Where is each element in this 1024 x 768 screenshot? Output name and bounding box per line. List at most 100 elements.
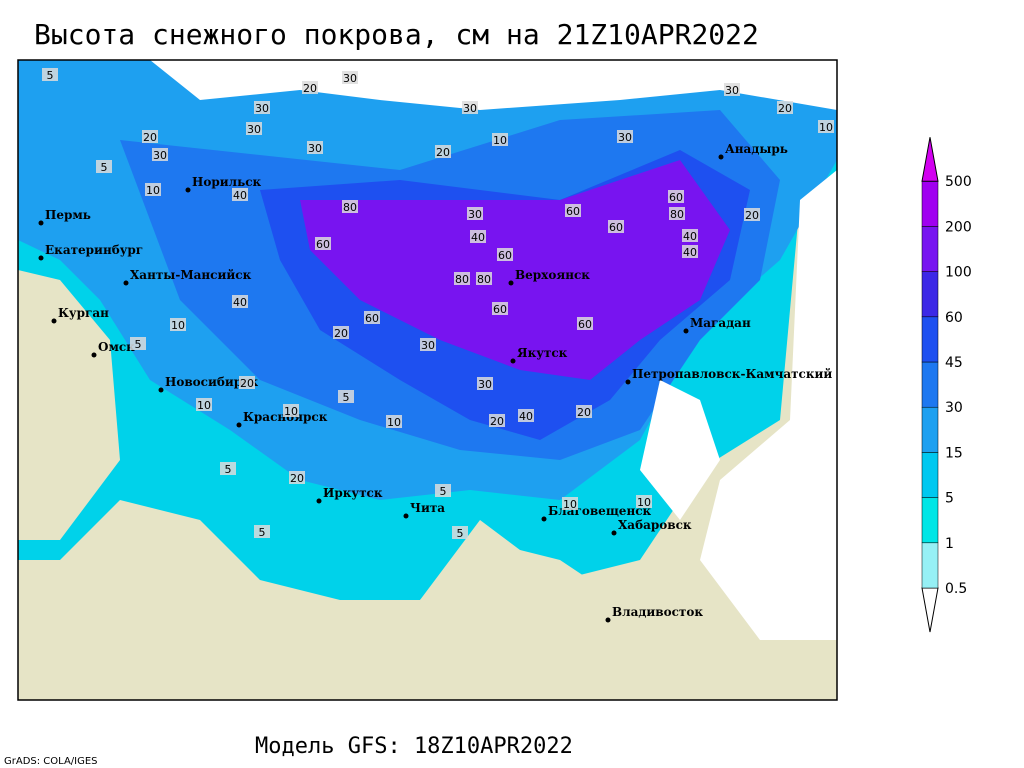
legend-label: 60 bbox=[945, 310, 963, 326]
city-dot bbox=[508, 280, 514, 286]
city-label: Магадан bbox=[690, 316, 751, 330]
city-label: Пермь bbox=[45, 208, 91, 222]
city-label: Омск bbox=[98, 340, 135, 354]
contour-label: 80 bbox=[455, 273, 469, 286]
contour-label-bg bbox=[470, 230, 486, 243]
contour-label: 80 bbox=[477, 273, 491, 286]
contour-label: 30 bbox=[421, 339, 435, 352]
contour-label: 30 bbox=[463, 102, 477, 115]
city-label: Верхоянск bbox=[515, 268, 590, 282]
city-label: Хабаровск bbox=[618, 518, 692, 532]
contour-label-bg bbox=[608, 220, 624, 233]
contour-label-bg bbox=[668, 190, 684, 203]
contour-label: 60 bbox=[365, 312, 379, 325]
contour-label-bg bbox=[220, 462, 236, 475]
contour-label-bg bbox=[42, 68, 58, 81]
contour-label: 60 bbox=[609, 221, 623, 234]
contour-label-bg bbox=[315, 237, 331, 250]
city-dot bbox=[718, 154, 724, 160]
contour-label-bg bbox=[462, 101, 478, 114]
contour-label: 5 bbox=[259, 526, 266, 539]
city-label: Норильск bbox=[192, 175, 262, 189]
contour-label: 20 bbox=[303, 82, 317, 95]
city-dot bbox=[38, 255, 44, 261]
contour-label: 20 bbox=[436, 146, 450, 159]
contour-label: 60 bbox=[316, 238, 330, 251]
legend-swatch bbox=[921, 361, 939, 408]
contour-label: 20 bbox=[143, 131, 157, 144]
city-dot bbox=[51, 318, 57, 324]
city-dot bbox=[683, 328, 689, 334]
map bbox=[18, 60, 837, 700]
city-dot bbox=[236, 422, 242, 428]
contour-label: 30 bbox=[478, 378, 492, 391]
contour-label-bg bbox=[562, 497, 578, 510]
contour-label-bg bbox=[152, 148, 168, 161]
contour-label: 20 bbox=[334, 327, 348, 340]
contour-label: 30 bbox=[308, 142, 322, 155]
contour-label: 10 bbox=[819, 121, 833, 134]
contour-label: 30 bbox=[247, 123, 261, 136]
legend-swatch bbox=[921, 271, 939, 318]
legend-label: 0.5 bbox=[945, 581, 967, 597]
contour-label-bg bbox=[565, 204, 581, 217]
model: Модель GFS: 18Z10APR2022 bbox=[255, 734, 573, 759]
contour-label-bg bbox=[577, 317, 593, 330]
contour-label-bg bbox=[145, 183, 161, 196]
contour-label-bg bbox=[492, 302, 508, 315]
contour-label: 60 bbox=[669, 191, 683, 204]
contour-label-bg bbox=[246, 122, 262, 135]
credit: GrADS: COLA/IGES bbox=[4, 756, 98, 767]
contour-label-bg bbox=[96, 160, 112, 173]
contour-label: 60 bbox=[493, 303, 507, 316]
contour-label-bg bbox=[576, 405, 592, 418]
contour-label-bg bbox=[467, 207, 483, 220]
contour-label: 30 bbox=[153, 149, 167, 162]
city-dot bbox=[316, 498, 322, 504]
contour-label: 40 bbox=[683, 230, 697, 243]
contour-label: 10 bbox=[563, 498, 577, 511]
legend-swatch bbox=[921, 406, 939, 453]
contour-label-bg bbox=[364, 311, 380, 324]
contour-label-bg bbox=[777, 101, 793, 114]
map-frame bbox=[17, 59, 838, 701]
contour-label-bg bbox=[130, 337, 146, 350]
contour-label: 20 bbox=[577, 406, 591, 419]
contour-label-bg bbox=[254, 525, 270, 538]
contour-label: 30 bbox=[343, 72, 357, 85]
contour-label-bg bbox=[302, 81, 318, 94]
contour-label-bg bbox=[338, 390, 354, 403]
legend-label: 30 bbox=[945, 400, 963, 416]
city-label: Екатеринбург bbox=[45, 243, 143, 257]
city-label: Анадырь bbox=[725, 142, 788, 156]
contour-label: 40 bbox=[471, 231, 485, 244]
contour-label: 10 bbox=[171, 319, 185, 332]
contour-label: 30 bbox=[618, 131, 632, 144]
contour-label: 60 bbox=[578, 318, 592, 331]
city-dot bbox=[605, 617, 611, 623]
city-label: Якутск bbox=[517, 346, 568, 360]
contour-label: 20 bbox=[745, 209, 759, 222]
legend-label: 15 bbox=[945, 445, 963, 461]
city-dot bbox=[625, 379, 631, 385]
city-dot bbox=[611, 530, 617, 536]
contour-label: 5 bbox=[135, 338, 142, 351]
contour-label: 10 bbox=[284, 405, 298, 418]
legend-label: 1 bbox=[945, 536, 954, 552]
contour-label: 5 bbox=[440, 485, 447, 498]
city-label: Петропавловск-Камчатский bbox=[632, 367, 832, 381]
city-label: Ханты-Мансийск bbox=[130, 268, 252, 282]
legend-swatch bbox=[921, 180, 939, 227]
contour-label-bg bbox=[724, 83, 740, 96]
contour-label-bg bbox=[518, 409, 534, 422]
contour-label-bg bbox=[386, 415, 402, 428]
legend-label: 100 bbox=[945, 265, 972, 281]
contour-label-bg bbox=[617, 130, 633, 143]
contour-label: 10 bbox=[637, 496, 651, 509]
contour-label-bg bbox=[232, 295, 248, 308]
city-label: Курган bbox=[58, 306, 109, 320]
contour-label-bg bbox=[232, 188, 248, 201]
contour-label: 80 bbox=[670, 208, 684, 221]
city-label: Новосибирск bbox=[165, 375, 258, 389]
